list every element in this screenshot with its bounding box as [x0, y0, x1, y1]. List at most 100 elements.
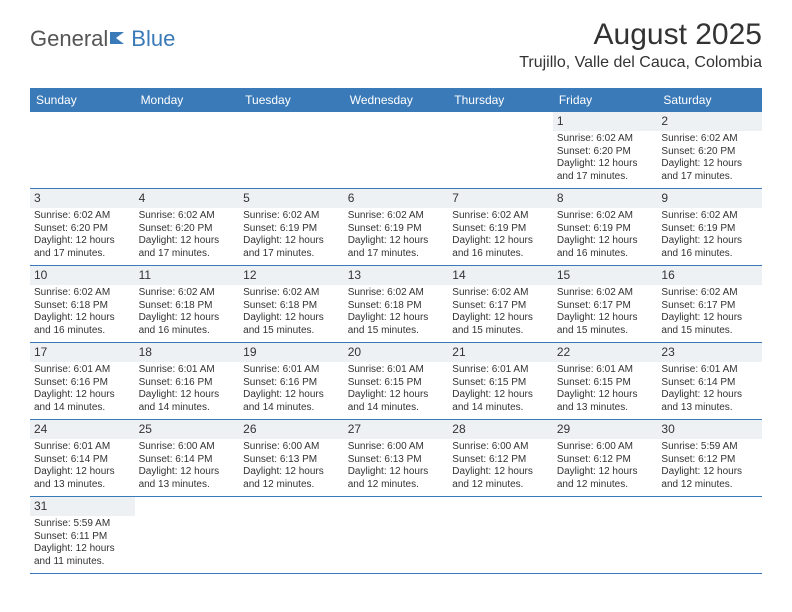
month-title: August 2025	[519, 18, 762, 52]
day-number: 18	[139, 345, 236, 360]
sunset-text: Sunset: 6:15 PM	[452, 377, 549, 390]
week-row: 1Sunrise: 6:02 AMSunset: 6:20 PMDaylight…	[30, 112, 762, 189]
daylight-text: and 16 minutes.	[452, 248, 549, 261]
daylight-text: Daylight: 12 hours	[661, 235, 758, 248]
daylight-text: Daylight: 12 hours	[348, 312, 445, 325]
daylight-text: and 14 minutes.	[139, 402, 236, 415]
sunset-text: Sunset: 6:16 PM	[243, 377, 340, 390]
daylight-text: Daylight: 12 hours	[661, 158, 758, 171]
sunrise-text: Sunrise: 6:02 AM	[243, 210, 340, 223]
daylight-text: Daylight: 12 hours	[661, 312, 758, 325]
sunrise-text: Sunrise: 5:59 AM	[661, 441, 758, 454]
sunset-text: Sunset: 6:20 PM	[34, 223, 131, 236]
day-number: 15	[557, 268, 654, 283]
day-cell: 27Sunrise: 6:00 AMSunset: 6:13 PMDayligh…	[344, 420, 449, 496]
sunrise-text: Sunrise: 6:01 AM	[661, 364, 758, 377]
day-cell: 19Sunrise: 6:01 AMSunset: 6:16 PMDayligh…	[239, 343, 344, 419]
day-cell	[239, 497, 344, 573]
sunrise-text: Sunrise: 6:02 AM	[661, 210, 758, 223]
day-number: 4	[139, 191, 236, 206]
sunset-text: Sunset: 6:18 PM	[243, 300, 340, 313]
daylight-text: Daylight: 12 hours	[139, 466, 236, 479]
daylight-text: Daylight: 12 hours	[34, 466, 131, 479]
day-cell: 22Sunrise: 6:01 AMSunset: 6:15 PMDayligh…	[553, 343, 658, 419]
daylight-text: and 16 minutes.	[34, 325, 131, 338]
day-number: 1	[557, 114, 654, 129]
day-cell	[30, 112, 135, 188]
sunrise-text: Sunrise: 6:02 AM	[139, 287, 236, 300]
daylight-text: Daylight: 12 hours	[139, 235, 236, 248]
daylight-text: Daylight: 12 hours	[139, 389, 236, 402]
daylight-text: Daylight: 12 hours	[661, 466, 758, 479]
week-row: 17Sunrise: 6:01 AMSunset: 6:16 PMDayligh…	[30, 343, 762, 420]
sunset-text: Sunset: 6:18 PM	[348, 300, 445, 313]
sunrise-text: Sunrise: 6:01 AM	[34, 364, 131, 377]
day-number: 8	[557, 191, 654, 206]
sunset-text: Sunset: 6:19 PM	[243, 223, 340, 236]
sunset-text: Sunset: 6:18 PM	[139, 300, 236, 313]
daylight-text: Daylight: 12 hours	[34, 389, 131, 402]
sunset-text: Sunset: 6:17 PM	[661, 300, 758, 313]
day-number: 22	[557, 345, 654, 360]
day-number: 14	[452, 268, 549, 283]
sunrise-text: Sunrise: 6:01 AM	[348, 364, 445, 377]
daylight-text: and 12 minutes.	[243, 479, 340, 492]
day-cell: 23Sunrise: 6:01 AMSunset: 6:14 PMDayligh…	[657, 343, 762, 419]
day-cell	[657, 497, 762, 573]
day-number: 24	[34, 422, 131, 437]
day-cell: 14Sunrise: 6:02 AMSunset: 6:17 PMDayligh…	[448, 266, 553, 342]
sunset-text: Sunset: 6:19 PM	[452, 223, 549, 236]
sunset-text: Sunset: 6:16 PM	[34, 377, 131, 390]
day-number: 17	[34, 345, 131, 360]
day-cell	[135, 497, 240, 573]
day-number: 19	[243, 345, 340, 360]
day-cell: 20Sunrise: 6:01 AMSunset: 6:15 PMDayligh…	[344, 343, 449, 419]
day-cell: 5Sunrise: 6:02 AMSunset: 6:19 PMDaylight…	[239, 189, 344, 265]
daylight-text: Daylight: 12 hours	[34, 235, 131, 248]
daylight-text: and 13 minutes.	[557, 402, 654, 415]
sunrise-text: Sunrise: 6:02 AM	[452, 210, 549, 223]
day-cell: 15Sunrise: 6:02 AMSunset: 6:17 PMDayligh…	[553, 266, 658, 342]
daylight-text: and 15 minutes.	[661, 325, 758, 338]
daylight-text: Daylight: 12 hours	[34, 543, 131, 556]
sunrise-text: Sunrise: 6:02 AM	[661, 133, 758, 146]
day-cell: 4Sunrise: 6:02 AMSunset: 6:20 PMDaylight…	[135, 189, 240, 265]
daylight-text: and 13 minutes.	[34, 479, 131, 492]
sunset-text: Sunset: 6:12 PM	[661, 454, 758, 467]
day-cell: 26Sunrise: 6:00 AMSunset: 6:13 PMDayligh…	[239, 420, 344, 496]
daylight-text: and 16 minutes.	[139, 325, 236, 338]
sunrise-text: Sunrise: 6:02 AM	[243, 287, 340, 300]
logo-text-general: General	[30, 26, 108, 52]
daylight-text: and 14 minutes.	[243, 402, 340, 415]
day-cell	[344, 112, 449, 188]
sunrise-text: Sunrise: 6:01 AM	[139, 364, 236, 377]
day-cell: 3Sunrise: 6:02 AMSunset: 6:20 PMDaylight…	[30, 189, 135, 265]
sunrise-text: Sunrise: 6:02 AM	[348, 287, 445, 300]
sunset-text: Sunset: 6:15 PM	[557, 377, 654, 390]
sunset-text: Sunset: 6:11 PM	[34, 531, 131, 544]
day-number: 5	[243, 191, 340, 206]
daylight-text: Daylight: 12 hours	[452, 389, 549, 402]
sunrise-text: Sunrise: 6:02 AM	[34, 210, 131, 223]
daylight-text: Daylight: 12 hours	[348, 466, 445, 479]
sunset-text: Sunset: 6:19 PM	[661, 223, 758, 236]
sunset-text: Sunset: 6:16 PM	[139, 377, 236, 390]
day-number: 11	[139, 268, 236, 283]
sunset-text: Sunset: 6:13 PM	[243, 454, 340, 467]
sunrise-text: Sunrise: 6:02 AM	[557, 210, 654, 223]
sunrise-text: Sunrise: 6:00 AM	[452, 441, 549, 454]
day-number: 31	[34, 499, 131, 514]
sunrise-text: Sunrise: 6:02 AM	[557, 133, 654, 146]
day-cell	[344, 497, 449, 573]
day-cell	[135, 112, 240, 188]
day-cell: 12Sunrise: 6:02 AMSunset: 6:18 PMDayligh…	[239, 266, 344, 342]
day-number: 10	[34, 268, 131, 283]
daylight-text: and 14 minutes.	[348, 402, 445, 415]
daylight-text: and 15 minutes.	[452, 325, 549, 338]
day-number: 29	[557, 422, 654, 437]
daylight-text: Daylight: 12 hours	[452, 466, 549, 479]
daylight-text: and 17 minutes.	[139, 248, 236, 261]
sunrise-text: Sunrise: 6:02 AM	[661, 287, 758, 300]
daylight-text: and 11 minutes.	[34, 556, 131, 569]
sunrise-text: Sunrise: 5:59 AM	[34, 518, 131, 531]
